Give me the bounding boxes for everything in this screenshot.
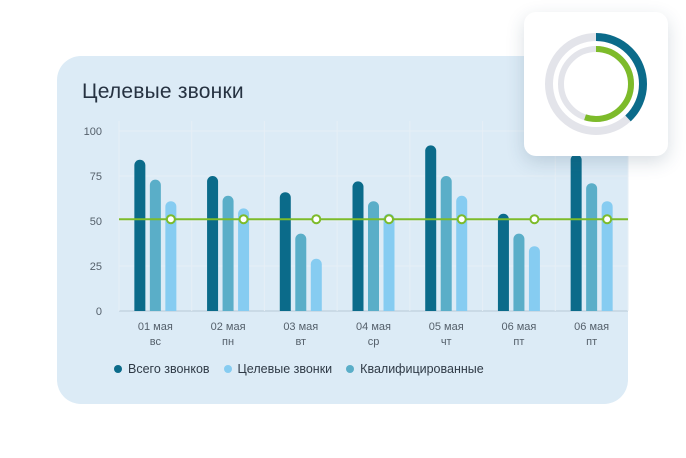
y-tick-label: 75 bbox=[90, 171, 102, 183]
bar bbox=[310, 258, 322, 311]
bar bbox=[497, 213, 509, 311]
x-tick-label-date: 01 мая bbox=[138, 321, 173, 333]
x-tick-label-day: пт bbox=[586, 336, 597, 348]
bar bbox=[238, 208, 250, 311]
bar bbox=[601, 201, 613, 311]
reference-marker bbox=[165, 214, 176, 225]
x-tick-label-date: 06 мая bbox=[574, 321, 609, 333]
x-tick-label-day: вт bbox=[295, 336, 306, 348]
legend-marker-qualified bbox=[346, 365, 355, 373]
x-tick-label-date: 03 мая bbox=[283, 321, 318, 333]
reference-marker bbox=[384, 214, 394, 225]
reference-marker bbox=[238, 214, 249, 225]
bar bbox=[134, 159, 146, 311]
x-tick-label-date: 02 мая bbox=[211, 321, 246, 333]
bar bbox=[440, 176, 452, 311]
chart-title: Целевые звонки bbox=[82, 80, 244, 103]
donut-widget bbox=[524, 12, 668, 156]
legend-label-qualified: Квалифицированные bbox=[360, 362, 484, 376]
x-tick-label-day: вс bbox=[150, 336, 162, 348]
x-tick-label-date: 06 мая bbox=[501, 321, 536, 333]
reference-marker bbox=[311, 214, 322, 225]
bar bbox=[570, 154, 582, 311]
donut-inner-arc bbox=[558, 46, 634, 122]
bar bbox=[279, 192, 291, 311]
x-tick-label-day: ср bbox=[368, 336, 380, 348]
bar bbox=[586, 183, 598, 311]
legend-item-target: Целевые звонки bbox=[223, 362, 333, 376]
legend-label-target: Целевые звонки bbox=[237, 362, 333, 376]
x-tick-label-day: пн bbox=[222, 336, 234, 348]
bar bbox=[383, 213, 395, 311]
legend-marker-target bbox=[223, 365, 232, 373]
x-tick-label-date: 05 мая bbox=[429, 321, 464, 333]
x-tick-label-day: пт bbox=[513, 336, 524, 348]
legend-marker-total bbox=[114, 365, 122, 373]
bar bbox=[528, 246, 540, 311]
reference-marker bbox=[456, 214, 467, 225]
donut-chart bbox=[545, 33, 647, 135]
chart-legend: Всего звонков Целевые звонки Квалифициро… bbox=[114, 360, 484, 378]
bar bbox=[456, 195, 468, 311]
reference-marker bbox=[602, 214, 613, 225]
y-tick-label: 0 bbox=[96, 306, 102, 318]
bar bbox=[513, 233, 525, 311]
bar bbox=[149, 179, 161, 311]
bar bbox=[222, 195, 234, 311]
y-tick-label: 100 bbox=[84, 126, 102, 138]
donut-outer-arc bbox=[545, 33, 647, 135]
bar bbox=[352, 181, 364, 311]
bar bbox=[165, 201, 177, 311]
reference-marker bbox=[529, 214, 540, 225]
y-tick-label: 50 bbox=[90, 216, 102, 228]
legend-item-qualified: Квалифицированные bbox=[346, 362, 484, 376]
y-tick-label: 25 bbox=[90, 261, 102, 273]
x-tick-label-day: чт bbox=[441, 336, 452, 348]
legend-item-total: Всего звонков bbox=[114, 362, 210, 376]
bar bbox=[295, 233, 307, 311]
bar bbox=[207, 176, 219, 311]
x-tick-label-date: 04 мая bbox=[356, 321, 391, 333]
bar bbox=[368, 201, 379, 311]
legend-label-total: Всего звонков bbox=[128, 362, 210, 376]
bar bbox=[425, 145, 437, 311]
